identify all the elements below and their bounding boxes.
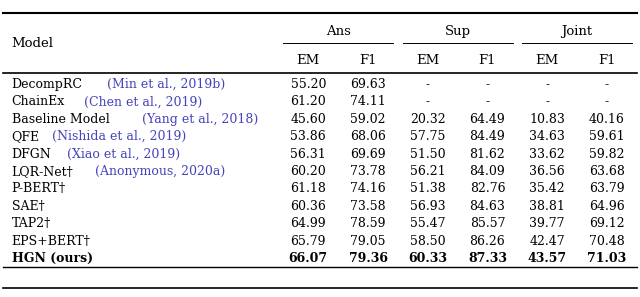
Text: 43.57: 43.57 <box>527 252 567 265</box>
Text: (Anonymous, 2020a): (Anonymous, 2020a) <box>91 165 225 178</box>
Text: 87.33: 87.33 <box>468 252 507 265</box>
Text: 58.50: 58.50 <box>410 235 445 248</box>
Text: -: - <box>426 95 430 108</box>
Text: (Min et al., 2019b): (Min et al., 2019b) <box>103 78 225 91</box>
Text: 65.79: 65.79 <box>291 235 326 248</box>
Text: 74.16: 74.16 <box>350 182 386 195</box>
Text: 68.06: 68.06 <box>350 130 386 143</box>
Text: P-BERT†: P-BERT† <box>12 182 66 195</box>
Text: F1: F1 <box>598 54 616 67</box>
Text: 84.09: 84.09 <box>470 165 506 178</box>
Text: (Xiao et al., 2019): (Xiao et al., 2019) <box>63 148 180 161</box>
Text: -: - <box>545 95 549 108</box>
Text: Sup: Sup <box>445 25 470 38</box>
Text: ChainEx: ChainEx <box>12 95 65 108</box>
Text: 56.93: 56.93 <box>410 200 445 213</box>
Text: TAP2†: TAP2† <box>12 217 51 230</box>
Text: 60.36: 60.36 <box>291 200 326 213</box>
Text: 51.50: 51.50 <box>410 148 445 161</box>
Text: 74.11: 74.11 <box>350 95 386 108</box>
Text: DecompRC: DecompRC <box>12 78 83 91</box>
Text: EPS+BERT†: EPS+BERT† <box>12 235 90 248</box>
Text: 59.82: 59.82 <box>589 148 625 161</box>
Text: F1: F1 <box>359 54 377 67</box>
Text: 66.07: 66.07 <box>289 252 328 265</box>
Text: 61.20: 61.20 <box>291 95 326 108</box>
Text: 51.38: 51.38 <box>410 182 445 195</box>
Text: 84.63: 84.63 <box>470 200 506 213</box>
Text: 42.47: 42.47 <box>529 235 565 248</box>
Text: 85.57: 85.57 <box>470 217 505 230</box>
Text: Ans: Ans <box>326 25 351 38</box>
Text: 45.60: 45.60 <box>291 113 326 126</box>
Text: 55.20: 55.20 <box>291 78 326 91</box>
Text: 78.59: 78.59 <box>350 217 386 230</box>
Text: DFGN: DFGN <box>12 148 51 161</box>
Text: LQR-Net†: LQR-Net† <box>12 165 73 178</box>
Text: Baseline Model: Baseline Model <box>12 113 109 126</box>
Text: 70.48: 70.48 <box>589 235 625 248</box>
Text: 36.56: 36.56 <box>529 165 565 178</box>
Text: 69.12: 69.12 <box>589 217 625 230</box>
Text: EM: EM <box>297 54 320 67</box>
Text: 34.63: 34.63 <box>529 130 565 143</box>
Text: 60.20: 60.20 <box>291 165 326 178</box>
Text: 56.21: 56.21 <box>410 165 445 178</box>
Text: (Nishida et al., 2019): (Nishida et al., 2019) <box>48 130 186 143</box>
Text: 81.62: 81.62 <box>470 148 506 161</box>
Text: -: - <box>485 78 490 91</box>
Text: EM: EM <box>536 54 559 67</box>
Text: 53.86: 53.86 <box>291 130 326 143</box>
Text: 59.61: 59.61 <box>589 130 625 143</box>
Text: 40.16: 40.16 <box>589 113 625 126</box>
Text: -: - <box>605 95 609 108</box>
Text: SAE†: SAE† <box>12 200 44 213</box>
Text: 79.36: 79.36 <box>349 252 387 265</box>
Text: 63.68: 63.68 <box>589 165 625 178</box>
Text: 69.63: 69.63 <box>350 78 386 91</box>
Text: -: - <box>426 78 430 91</box>
Text: 20.32: 20.32 <box>410 113 445 126</box>
Text: (Chen et al., 2019): (Chen et al., 2019) <box>80 95 202 108</box>
Text: 61.18: 61.18 <box>291 182 326 195</box>
Text: EM: EM <box>416 54 439 67</box>
Text: 86.26: 86.26 <box>470 235 506 248</box>
Text: 84.49: 84.49 <box>470 130 506 143</box>
Text: 64.99: 64.99 <box>291 217 326 230</box>
Text: Joint: Joint <box>561 25 593 38</box>
Text: -: - <box>485 95 490 108</box>
Text: 73.78: 73.78 <box>350 165 386 178</box>
Text: 64.96: 64.96 <box>589 200 625 213</box>
Text: -: - <box>545 78 549 91</box>
Text: 35.42: 35.42 <box>529 182 565 195</box>
Text: 10.83: 10.83 <box>529 113 565 126</box>
Text: F1: F1 <box>479 54 496 67</box>
Text: 39.77: 39.77 <box>529 217 565 230</box>
Text: 33.62: 33.62 <box>529 148 565 161</box>
Text: 38.81: 38.81 <box>529 200 565 213</box>
Text: 60.33: 60.33 <box>408 252 447 265</box>
Text: 69.69: 69.69 <box>350 148 386 161</box>
Text: HGN (ours): HGN (ours) <box>12 252 93 265</box>
Text: 79.05: 79.05 <box>350 235 386 248</box>
Text: 82.76: 82.76 <box>470 182 505 195</box>
Text: 63.79: 63.79 <box>589 182 625 195</box>
Text: Model: Model <box>12 37 54 50</box>
Text: 64.49: 64.49 <box>470 113 506 126</box>
Text: (Yang et al., 2018): (Yang et al., 2018) <box>138 113 258 126</box>
Text: 56.31: 56.31 <box>291 148 326 161</box>
Text: 73.58: 73.58 <box>350 200 386 213</box>
Text: -: - <box>605 78 609 91</box>
Text: 71.03: 71.03 <box>588 252 627 265</box>
Text: 57.75: 57.75 <box>410 130 445 143</box>
Text: 55.47: 55.47 <box>410 217 445 230</box>
Text: 59.02: 59.02 <box>350 113 386 126</box>
Text: QFE: QFE <box>12 130 40 143</box>
